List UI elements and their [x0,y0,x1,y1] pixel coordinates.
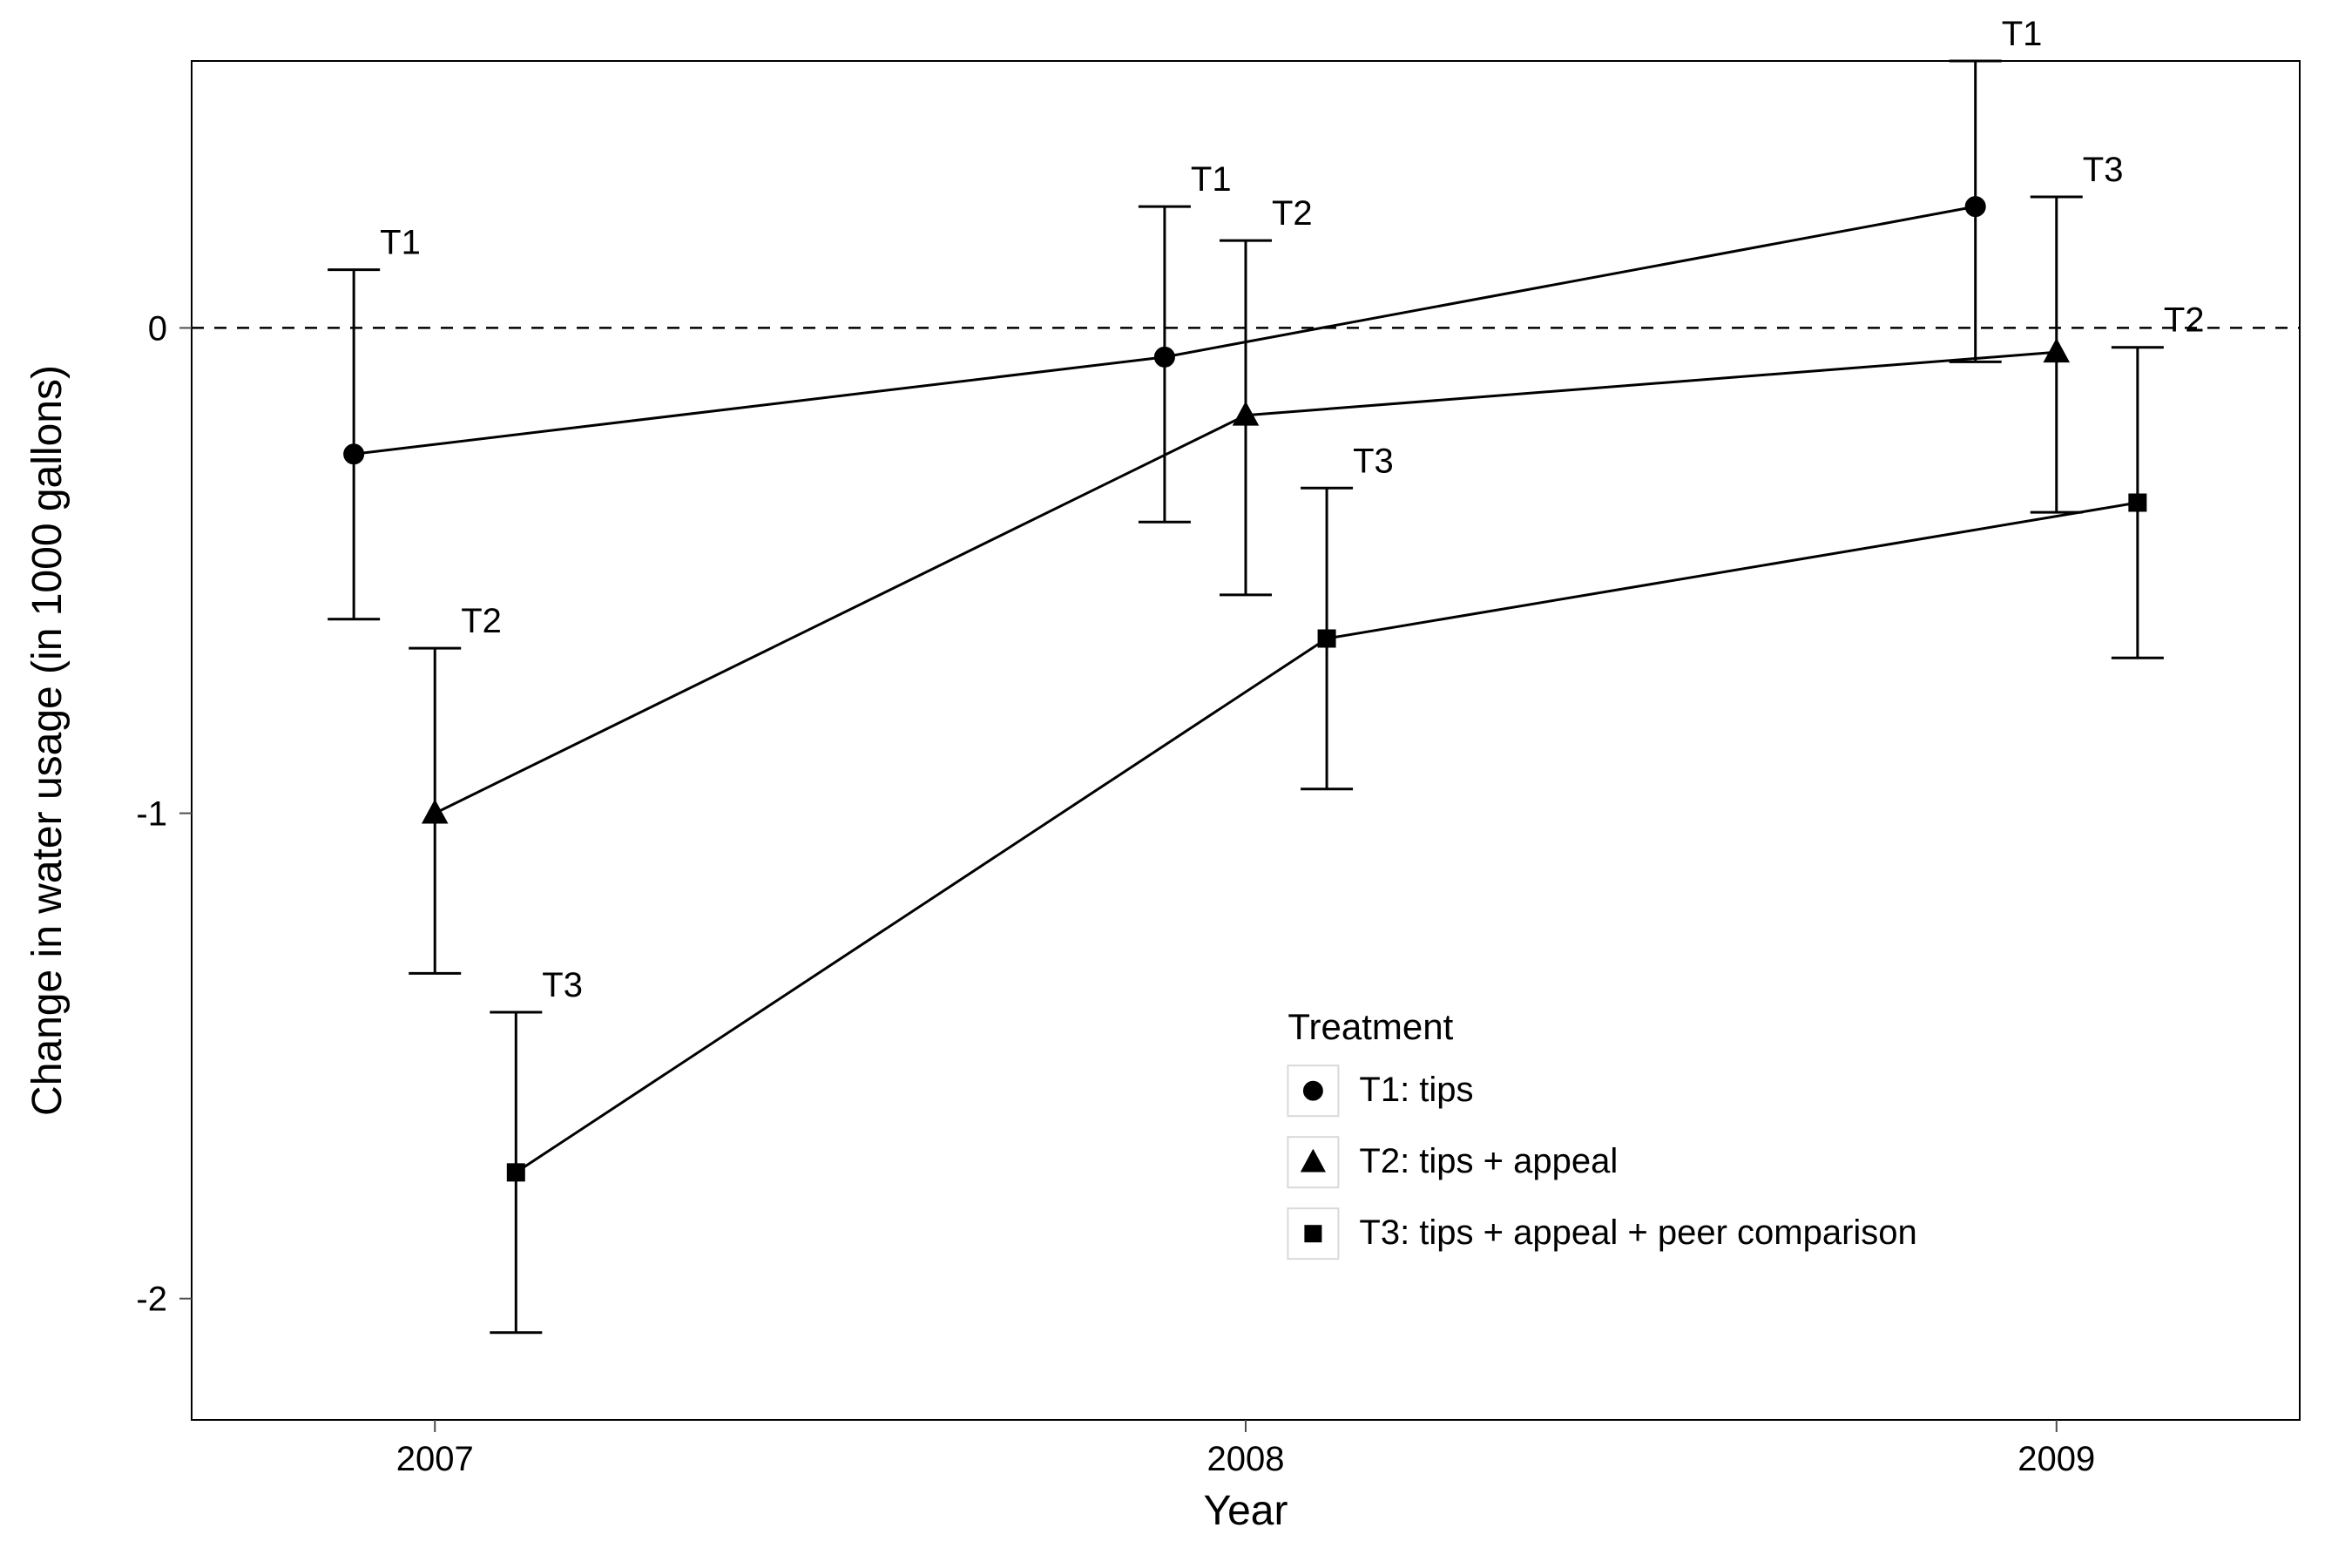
y-tick-label: 0 [148,309,167,348]
y-axis-label: Change in water usage (in 1000 gallons) [24,365,71,1116]
point-label-T2-1: T2 [1272,194,1313,233]
y-tick-label: -1 [136,795,167,834]
legend-item-label: T1: tips [1359,1071,1473,1109]
marker-T1-1 [1154,347,1174,367]
legend-item-label: T2: tips + appeal [1359,1142,1618,1180]
marker-T1-0 [344,444,364,464]
water-usage-chart: T1 T1 T1 T2 T2 T3 T3 T3 T2 2007 2008 2009 -2 -1 0 Year C… [0,0,2352,1568]
chart-container: T1 T1 T1 T2 T2 T3 T3 T3 T2 2007 2008 2009 -2 -1 0 Year C… [0,0,2352,1568]
x-axis-label: Year [1204,1488,1288,1534]
chart-background [0,0,2352,1568]
legend-item-label: T3: tips + appeal + peer comparison [1359,1213,1916,1252]
marker-T3-1 [1318,630,1335,647]
legend-title: Treatment [1288,1006,1453,1047]
point-label-T3-0: T3 [542,966,583,1004]
marker-T3-0 [507,1164,524,1181]
point-label-T2-0: T2 [461,602,502,640]
marker-T3-2 [2129,494,2146,511]
point-label-T1-2: T1 [2002,15,2043,53]
legend-marker-T3 [1305,1226,1321,1242]
point-label-T2-2: T3 [2083,151,2124,189]
x-tick-label: 2008 [1207,1440,1285,1478]
marker-T1-2 [1965,197,1985,217]
point-label-T1-1: T1 [1191,160,1232,199]
x-tick-label: 2009 [2017,1440,2095,1478]
x-tick-label: 2007 [396,1440,474,1478]
point-label-T1-0: T1 [380,224,421,262]
legend-marker-T1 [1303,1081,1322,1100]
y-tick-label: -2 [136,1281,167,1319]
point-label-T3-2: T2 [2164,301,2205,340]
point-label-T3-1: T3 [1353,442,1394,480]
